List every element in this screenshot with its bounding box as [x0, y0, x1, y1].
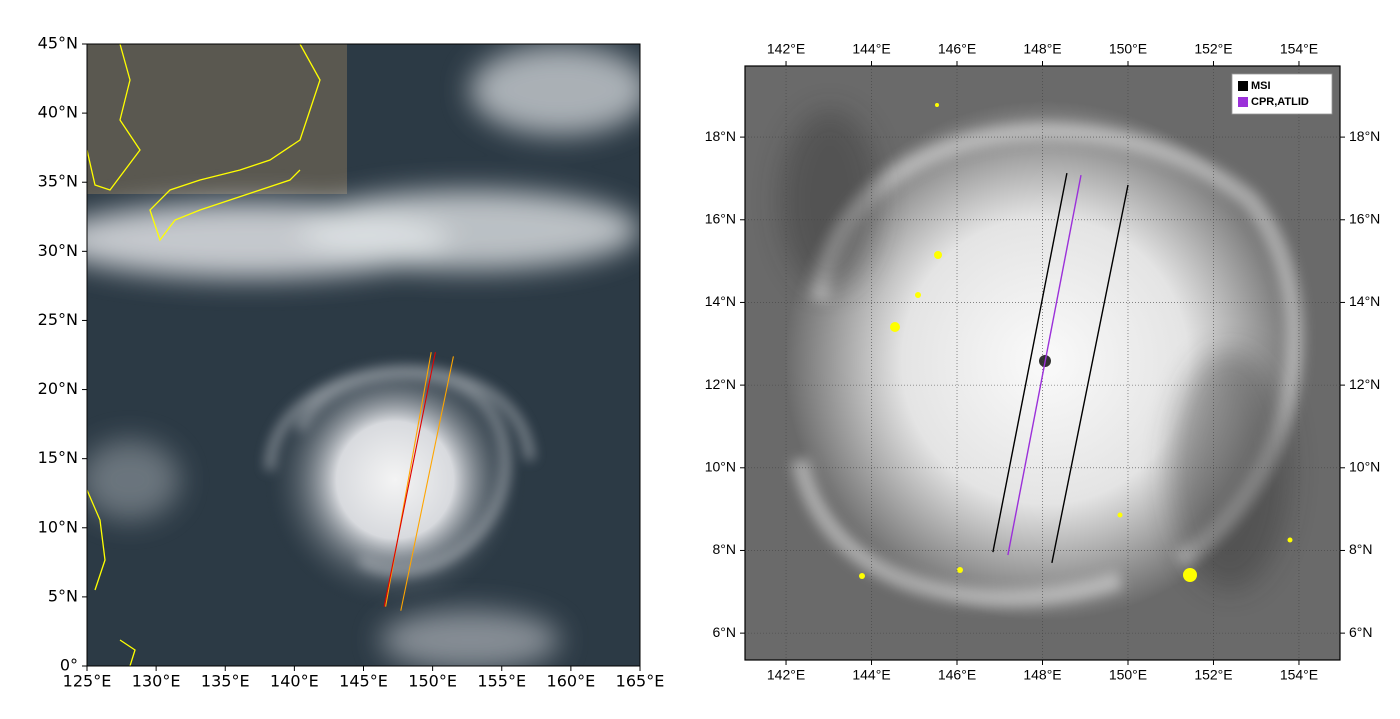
track-line	[400, 356, 454, 611]
y-tick-label: 14°N	[1349, 293, 1380, 309]
y-tick-label: 30°N	[38, 241, 78, 260]
legend-label: MSI	[1251, 80, 1271, 92]
y-tick-label: 12°N	[1349, 376, 1380, 392]
left-map: 125°E 130°E 135°E 140°E 145°E 150°E 155°E 160°E…	[38, 34, 665, 691]
y-tick-label: 10°N	[705, 458, 736, 474]
y-tick-label: 18°N	[705, 128, 736, 144]
y-tick-label: 6°N	[1349, 624, 1373, 640]
x-tick-label: 125°E	[63, 672, 112, 691]
y-tick-label: 16°N	[705, 210, 736, 226]
y-tick-label: 5°N	[48, 586, 78, 605]
y-tick-label: 40°N	[38, 103, 78, 122]
y-tick-label: 45°N	[38, 34, 78, 53]
y-tick-label: 16°N	[1349, 210, 1380, 226]
x-tick-label: 140°E	[270, 672, 319, 691]
y-tick-label: 25°N	[38, 310, 78, 329]
x-tick-label: 152°E	[1194, 667, 1232, 683]
satellite-image	[87, 44, 640, 666]
x-tick-label: 142°E	[767, 41, 805, 57]
x-tick-label: 150°E	[408, 672, 457, 691]
y-tick-label: 10°N	[1349, 458, 1380, 474]
x-tick-label: 154°E	[1280, 41, 1318, 57]
plot-area	[383, 352, 454, 611]
x-tick-label: 152°E	[1194, 41, 1232, 57]
x-tick-label: 150°E	[1109, 41, 1147, 57]
x-tick-label: 130°E	[132, 672, 181, 691]
y-tick-label: 10°N	[38, 517, 78, 536]
legend: MSI CPR,ATLID	[1231, 73, 1333, 115]
track-line	[992, 172, 1129, 564]
y-tick-label: 8°N	[713, 541, 737, 557]
track-line	[1007, 174, 1082, 556]
x-tick-label: 146°E	[938, 667, 976, 683]
x-tick-label: 135°E	[201, 672, 250, 691]
x-tick-label: 144°E	[852, 667, 890, 683]
y-tick-label: 18°N	[1349, 128, 1380, 144]
y-tick-label: 0°	[60, 656, 78, 675]
y-tick-label: 15°N	[38, 448, 78, 467]
right-map: 142°E 142°E 144°E 144°E 146°E 146°E 148°E 148°E…	[705, 41, 1381, 683]
legend-box	[1231, 73, 1333, 115]
legend-label: CPR,ATLID	[1251, 96, 1309, 108]
x-tick-label: 155°E	[477, 672, 526, 691]
y-tick-label: 20°N	[38, 379, 78, 398]
y-tick-label: 8°N	[1349, 541, 1373, 557]
x-tick-label: 148°E	[1023, 41, 1061, 57]
x-tick-label: 150°E	[1109, 667, 1147, 683]
x-tick-label: 154°E	[1280, 667, 1318, 683]
x-tick-label: 145°E	[339, 672, 388, 691]
x-tick-label: 148°E	[1023, 667, 1061, 683]
x-tick-label: 165°E	[616, 672, 665, 691]
x-tick-label: 142°E	[767, 667, 805, 683]
legend-swatch	[1238, 81, 1248, 91]
plot-area	[745, 66, 1340, 660]
x-tick-label: 160°E	[547, 672, 596, 691]
y-tick-label: 12°N	[705, 376, 736, 392]
x-tick-label: 144°E	[852, 41, 890, 57]
y-tick-label: 35°N	[38, 172, 78, 191]
track-line	[383, 352, 436, 607]
x-tick-label: 146°E	[938, 41, 976, 57]
legend-swatch	[1238, 97, 1248, 107]
y-tick-label: 14°N	[705, 293, 736, 309]
y-tick-label: 6°N	[713, 624, 737, 640]
